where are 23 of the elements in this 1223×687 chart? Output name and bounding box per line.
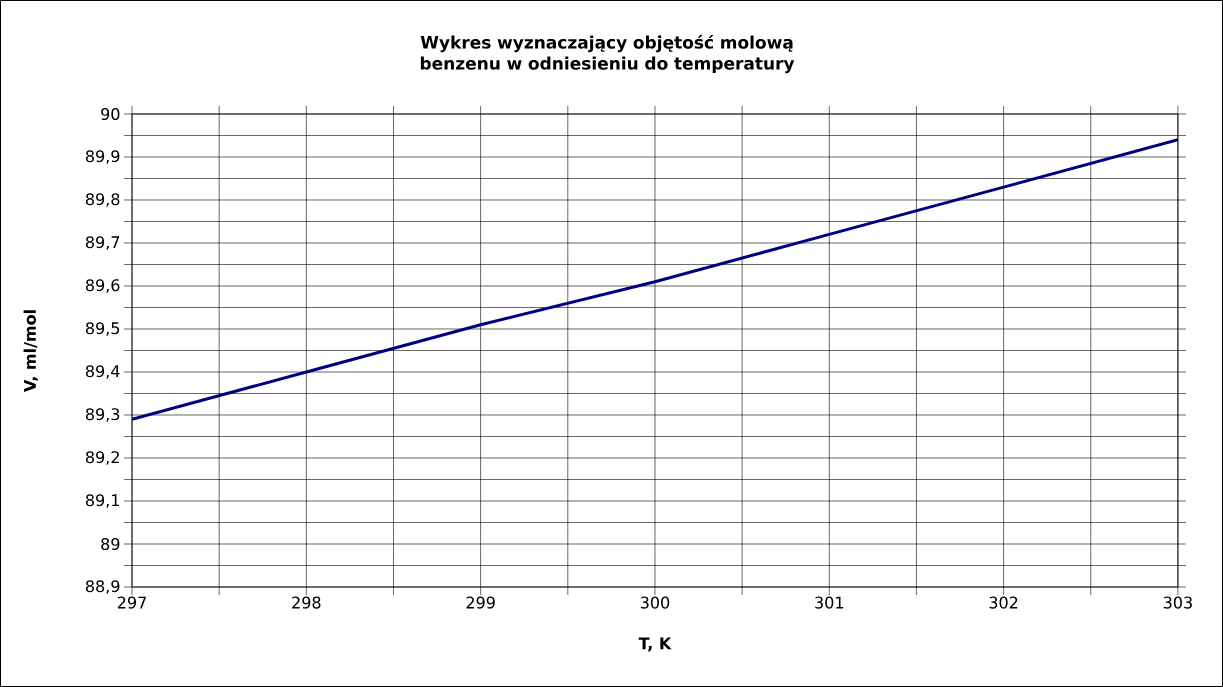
y-tick-label: 89,6 — [85, 279, 120, 293]
y-tick-label: 89,3 — [85, 408, 120, 422]
x-tick-label: 300 — [640, 596, 670, 609]
x-tick-label: 302 — [989, 596, 1018, 609]
x-tick-label: 301 — [815, 596, 844, 609]
y-tick-label: 89 — [101, 537, 120, 551]
y-tick-label: 89,2 — [85, 451, 119, 465]
y-tick-label: 90 — [101, 107, 120, 121]
x-tick-label: 298 — [292, 596, 321, 609]
x-tick-label: 299 — [466, 596, 495, 609]
chart-title: Wykres wyznaczający objętość molową benzenu w odniesieniu do temperatury — [420, 34, 795, 74]
y-tick-label: 89,9 — [85, 150, 120, 164]
y-tick-label: 88,9 — [85, 580, 120, 594]
y-axis-title: V, ml/mol — [23, 310, 39, 392]
y-tick-label: 89,5 — [85, 322, 120, 336]
y-tick-label: 89,7 — [85, 236, 120, 250]
line-series — [132, 138, 1178, 421]
x-tick-label: 297 — [117, 596, 146, 609]
x-tick-label: 303 — [1163, 596, 1192, 609]
y-tick-label: 89,4 — [85, 365, 120, 379]
y-tick-label: 89,8 — [85, 193, 120, 207]
y-tick-label: 89,1 — [85, 494, 120, 508]
x-axis-title: T, K — [638, 637, 672, 652]
